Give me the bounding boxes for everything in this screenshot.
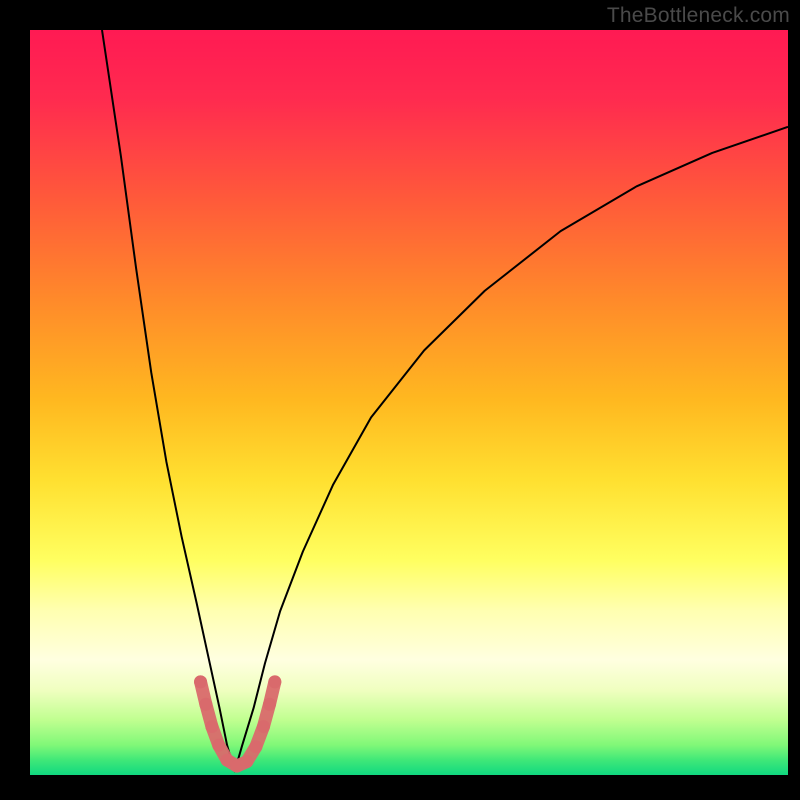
- watermark-text: TheBottleneck.com: [607, 4, 790, 28]
- bottleneck-chart: [0, 0, 800, 800]
- chart-container: { "watermark": { "text": "TheBottleneck.…: [0, 0, 800, 800]
